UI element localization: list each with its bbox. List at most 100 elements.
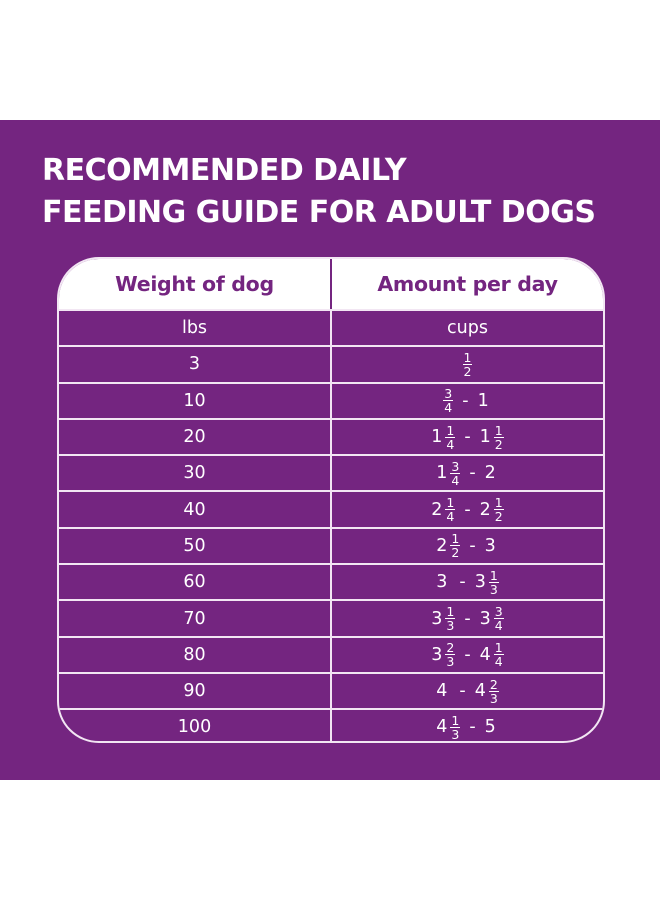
fraction-numerator: 3 — [493, 604, 504, 620]
units-row: lbs cups — [59, 309, 603, 346]
fraction-numerator: 1 — [493, 422, 504, 438]
whole-number: 1 — [431, 427, 443, 448]
table-row: 90 4-4 2 3 — [59, 671, 603, 709]
fraction-denominator: 2 — [463, 363, 472, 379]
amount-to: 5 — [485, 717, 499, 737]
weight-cell: 50 — [183, 535, 206, 556]
fraction-numerator: 1 — [445, 604, 456, 620]
column-header-weight: Weight of dog — [115, 272, 274, 296]
fraction-denominator: 3 — [446, 654, 455, 670]
table-row: 20 1 1 4-1 1 2 — [59, 417, 603, 455]
unit-amount: cups — [330, 311, 603, 346]
amount-to: 3 — [485, 536, 499, 556]
range-separator: - — [462, 390, 469, 411]
fraction-numerator: 2 — [445, 640, 456, 656]
fraction-numerator: 1 — [450, 531, 461, 547]
whole-number: 5 — [484, 717, 496, 738]
table-row: 70 3 1 3-3 3 4 — [59, 599, 603, 636]
fraction-denominator: 4 — [444, 400, 453, 416]
whole-number: 4 — [436, 681, 448, 702]
range-separator: - — [469, 717, 476, 738]
range-separator: - — [469, 535, 476, 556]
table-row: 40 2 1 4-2 1 2 — [59, 490, 603, 527]
range-separator: - — [464, 644, 471, 665]
whole-number: 2 — [479, 499, 491, 520]
fraction-numerator: 1 — [450, 712, 461, 728]
whole-number: 3 — [436, 572, 448, 593]
weight-cell: 3 — [188, 354, 201, 375]
fraction-denominator: 3 — [451, 726, 460, 742]
fraction-numerator: 1 — [493, 495, 504, 511]
title-line-2: FEEDING GUIDE FOR ADULT DOGS — [42, 195, 596, 230]
whole-number: 3 — [474, 572, 486, 593]
fraction-denominator: 3 — [446, 618, 455, 634]
table-header-row: Weight of dog Amount per day — [59, 259, 603, 309]
weight-cell: 80 — [183, 644, 206, 665]
whole-number: 4 — [479, 644, 491, 665]
column-header-amount: Amount per day — [330, 259, 603, 309]
table-row: 30 1 3 4-2 — [59, 454, 603, 491]
weight-cell: 90 — [183, 681, 206, 702]
weight-cell: 100 — [177, 717, 212, 738]
whole-number: 2 — [436, 535, 448, 556]
table-row: 80 3 2 3-4 1 4 — [59, 635, 603, 672]
whole-number: 4 — [474, 681, 486, 702]
weight-cell: 10 — [183, 390, 206, 411]
fraction-denominator: 4 — [451, 472, 460, 488]
whole-number: 3 — [479, 608, 491, 629]
fraction-denominator: 4 — [446, 509, 455, 525]
range-separator: - — [469, 463, 476, 484]
fraction-denominator: 2 — [451, 545, 460, 561]
fraction-numerator: 1 — [445, 422, 456, 438]
whole-number: 1 — [477, 390, 489, 411]
fraction-numerator: 1 — [462, 349, 473, 365]
whole-number: 3 — [431, 644, 443, 665]
weight-cell: 30 — [183, 463, 206, 484]
title-line-1: RECOMMENDED DAILY — [42, 153, 407, 188]
fraction-denominator: 3 — [489, 581, 498, 597]
range-separator: - — [459, 572, 466, 593]
fraction-numerator: 1 — [488, 567, 499, 583]
whole-number: 1 — [436, 463, 448, 484]
amount-from: 3 — [436, 572, 450, 592]
fraction-numerator: 3 — [443, 386, 454, 402]
table-row: 10 3 4-1 — [59, 381, 603, 418]
amount-to: 2 — [485, 463, 499, 483]
whole-number: 1 — [479, 427, 491, 448]
